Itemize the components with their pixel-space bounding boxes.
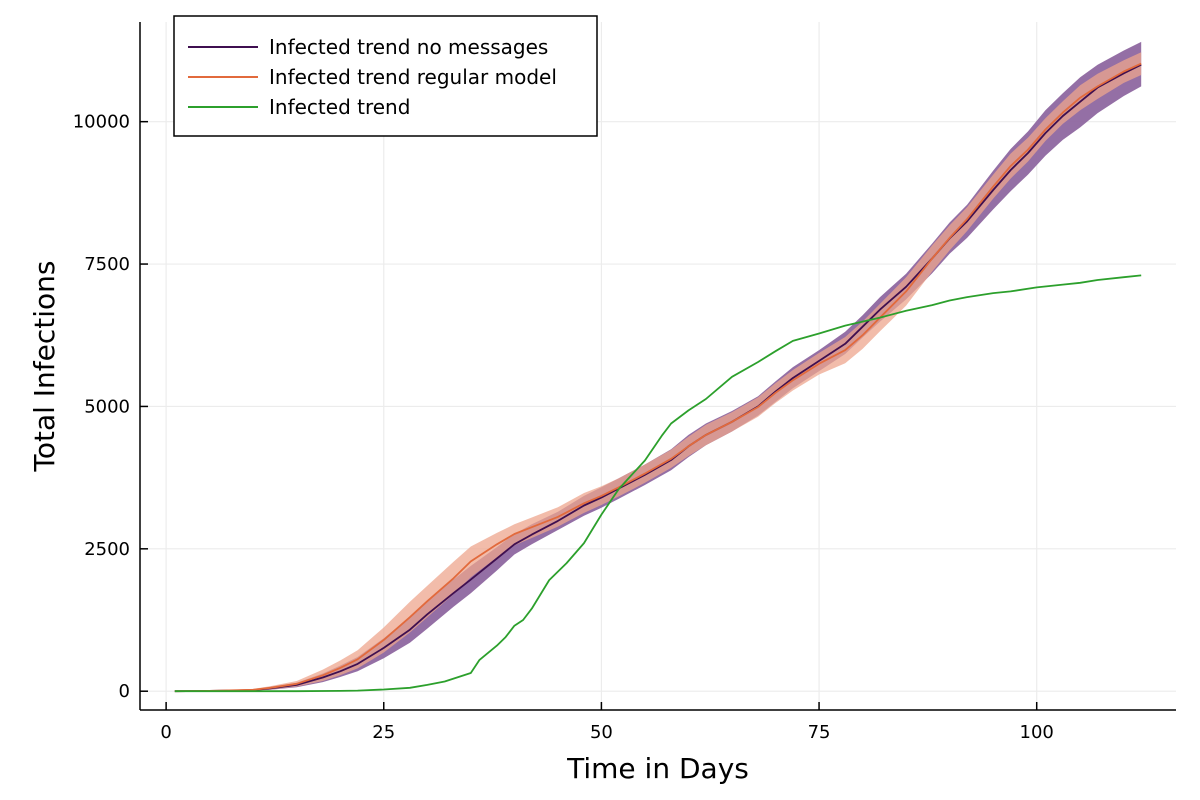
y-tick-label: 5000 — [84, 396, 130, 417]
ticks: 0 25 50 75 100 0 2500 5000 7500 10000 — [73, 112, 1054, 743]
series-line-2 — [174, 62, 1142, 693]
series-line-1 — [174, 63, 1142, 693]
x-tick-label: 100 — [1020, 722, 1054, 743]
x-tick-label: 75 — [808, 722, 831, 743]
legend: Infected trend no messages Infected trend… — [173, 15, 598, 137]
x-axis-title: Time in Days — [566, 752, 749, 785]
y-tick-label: 7500 — [84, 254, 130, 275]
y-axis-title: Total Infections — [28, 261, 61, 473]
y-tick-label: 2500 — [84, 539, 130, 560]
series-lines — [174, 62, 1142, 693]
axes — [139, 22, 1176, 711]
confidence-bands — [174, 41, 1142, 692]
legend-label-3: Infected trend — [269, 95, 410, 119]
legend-label-2: Infected trend regular model — [269, 65, 557, 89]
legend-label-1: Infected trend no messages — [269, 35, 548, 59]
series-band-2 — [174, 52, 1142, 692]
series-line-3 — [174, 274, 1142, 693]
y-tick-label: 0 — [119, 681, 130, 702]
x-tick-label: 50 — [590, 722, 613, 743]
x-tick-label: 25 — [372, 722, 395, 743]
series-band-1 — [174, 41, 1142, 692]
x-tick-label: 0 — [160, 722, 171, 743]
y-tick-label: 10000 — [73, 112, 130, 133]
